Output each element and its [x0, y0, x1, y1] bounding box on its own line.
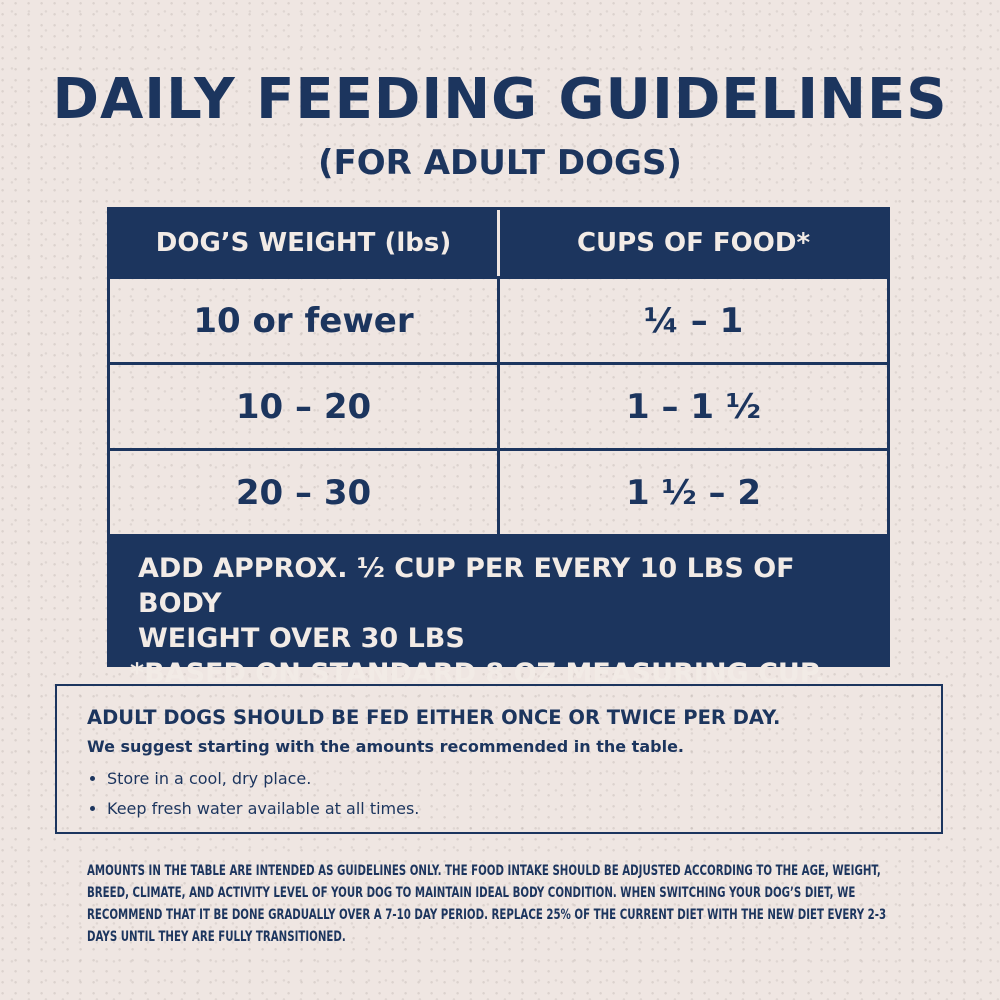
feeding-table: DOG’S WEIGHT (lbs) CUPS OF FOOD* 10 or f…	[107, 207, 890, 689]
table-header: DOG’S WEIGHT (lbs) CUPS OF FOOD*	[110, 210, 887, 276]
note-line: WEIGHT OVER 30 LBS	[138, 623, 465, 654]
page-subtitle: (FOR ADULT DOGS)	[318, 143, 682, 183]
info-suggestion: We suggest starting with the amounts rec…	[87, 737, 684, 756]
bullet-item: Keep fresh water available at all times.	[107, 794, 911, 824]
weight-cell: 10 – 20	[235, 386, 372, 427]
table-row: 20 – 30 1 ½ – 2	[110, 448, 887, 534]
info-heading: ADULT DOGS SHOULD BE FED EITHER ONCE OR …	[87, 706, 781, 729]
weight-cell: 20 – 30	[235, 472, 372, 513]
disclaimer: AMOUNTS IN THE TABLE ARE INTENDED AS GUI…	[87, 863, 887, 945]
table-note: ADD APPROX. ½ CUP PER EVERY 10 LBS OF BO…	[110, 534, 887, 689]
table-row: 10 – 20 1 – 1 ½	[110, 362, 887, 448]
cups-cell: ¼ – 1	[497, 279, 887, 362]
cups-cell: 1 ½ – 2	[497, 451, 887, 534]
weight-cell: 10 or fewer	[193, 300, 414, 341]
bullet-item: Store in a cool, dry place.	[107, 764, 911, 794]
note-line: ADD APPROX. ½ CUP PER EVERY 10 LBS OF BO…	[138, 553, 795, 619]
table-footnote: *BASED ON STANDARD 8 OZ MEASURING CUP.	[130, 658, 825, 689]
info-bullets: Store in a cool, dry place. Keep fresh w…	[87, 764, 911, 824]
header-cups: CUPS OF FOOD*	[497, 210, 887, 276]
page-title: DAILY FEEDING GUIDELINES	[52, 67, 948, 132]
header-weight: DOG’S WEIGHT (lbs)	[155, 228, 452, 258]
table-row: 10 or fewer ¼ – 1	[110, 276, 887, 362]
cups-cell: 1 – 1 ½	[497, 365, 887, 448]
info-box: ADULT DOGS SHOULD BE FED EITHER ONCE OR …	[55, 684, 943, 834]
